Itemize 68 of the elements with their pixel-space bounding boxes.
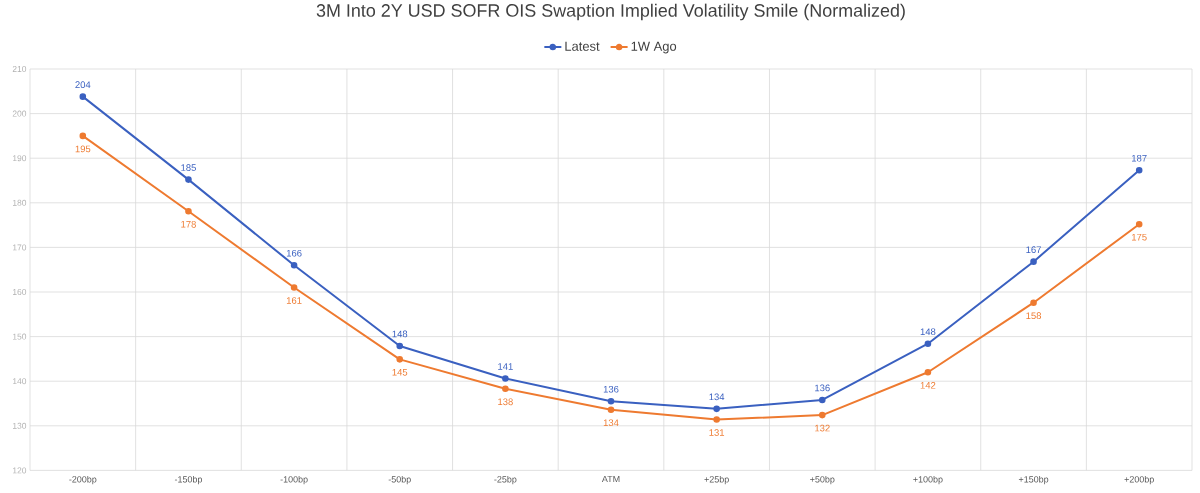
data-label: 204 — [75, 81, 91, 89]
point — [502, 375, 509, 382]
point — [396, 356, 404, 363]
x-tick-label: ATM — [601, 475, 620, 483]
point — [502, 385, 509, 393]
data-label: 142 — [920, 381, 936, 389]
data-label: 161 — [286, 297, 302, 304]
y-tick-label: 150 — [12, 333, 27, 340]
x-tick-label: -50bp — [388, 475, 411, 485]
y-tick-label: 210 — [12, 66, 27, 72]
point — [185, 207, 192, 215]
point — [396, 342, 404, 350]
y-tick-label: 190 — [12, 155, 27, 162]
data-label: 158 — [1026, 312, 1042, 320]
x-tick-label: +50bp — [810, 475, 835, 485]
data-label: 134 — [603, 419, 619, 427]
point — [1030, 258, 1037, 265]
legend-label: Latest — [565, 41, 600, 51]
chart-title: 3M Into 2Y USD SOFR OIS Swaption Implied Volatility Smile (Normalized) — [316, 3, 905, 21]
point — [290, 261, 298, 269]
data-label: 136 — [603, 385, 619, 393]
y-tick-label: 140 — [12, 378, 27, 385]
y-tick-label: 130 — [12, 422, 27, 429]
x-tick-label: -200bp — [69, 475, 97, 485]
point — [924, 368, 932, 376]
x-tick-label: -100bp — [280, 475, 308, 485]
legend-label: 1W Ago — [631, 41, 677, 54]
x-tick-label: +150bp — [1018, 475, 1049, 485]
y-tick-label: 120 — [12, 467, 27, 474]
point — [1135, 166, 1143, 174]
data-label: 187 — [1132, 154, 1147, 162]
x-tick-label: -25bp — [494, 475, 517, 485]
x-tick-label: +100bp — [913, 475, 943, 485]
point — [1135, 220, 1143, 228]
data-label: 138 — [498, 398, 513, 406]
x-tick-label: +200bp — [1124, 475, 1154, 485]
point — [713, 405, 720, 413]
data-label: 175 — [1132, 233, 1147, 241]
point — [1030, 299, 1037, 306]
data-label: 145 — [392, 369, 408, 376]
point — [290, 284, 298, 291]
point — [607, 397, 615, 405]
point — [713, 416, 720, 423]
data-label: 141 — [498, 363, 513, 370]
x-tick-label: -150bp — [174, 475, 203, 485]
data-label: 136 — [815, 384, 830, 392]
data-label: 148 — [392, 330, 408, 338]
point — [818, 396, 826, 404]
data-label: 131 — [709, 429, 725, 436]
data-label: 185 — [181, 164, 196, 171]
point — [924, 340, 932, 348]
point — [185, 176, 192, 183]
point — [79, 93, 87, 100]
y-tick-label: 180 — [12, 199, 27, 206]
point — [79, 132, 87, 140]
data-label: 134 — [709, 393, 725, 401]
x-tick-label: +25bp — [704, 475, 729, 485]
data-label: 178 — [181, 220, 196, 228]
data-label: 167 — [1026, 246, 1041, 254]
point — [818, 411, 826, 419]
y-tick-label: 170 — [12, 244, 27, 251]
point — [607, 406, 615, 414]
data-label: 132 — [815, 424, 830, 432]
data-label: 148 — [920, 328, 936, 336]
data-label: 195 — [75, 145, 91, 153]
data-label: 166 — [286, 249, 302, 257]
y-tick-label: 200 — [12, 110, 27, 117]
y-tick-label: 160 — [12, 289, 27, 295]
